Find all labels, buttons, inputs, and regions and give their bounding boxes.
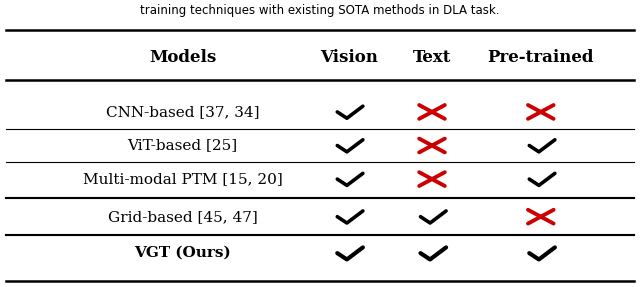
Text: training techniques with existing SOTA methods in DLA task.: training techniques with existing SOTA m… [140, 4, 500, 17]
Text: Grid-based [45, 47]: Grid-based [45, 47] [108, 210, 257, 224]
Text: ViT-based [25]: ViT-based [25] [127, 139, 237, 152]
Text: VGT (Ours): VGT (Ours) [134, 246, 231, 260]
Text: CNN-based [37, 34]: CNN-based [37, 34] [106, 105, 259, 119]
Text: Multi-modal PTM [15, 20]: Multi-modal PTM [15, 20] [83, 172, 282, 186]
Text: Pre-trained: Pre-trained [488, 49, 594, 66]
Text: Text: Text [413, 49, 451, 66]
Text: Vision: Vision [320, 49, 378, 66]
Text: Models: Models [148, 49, 216, 66]
